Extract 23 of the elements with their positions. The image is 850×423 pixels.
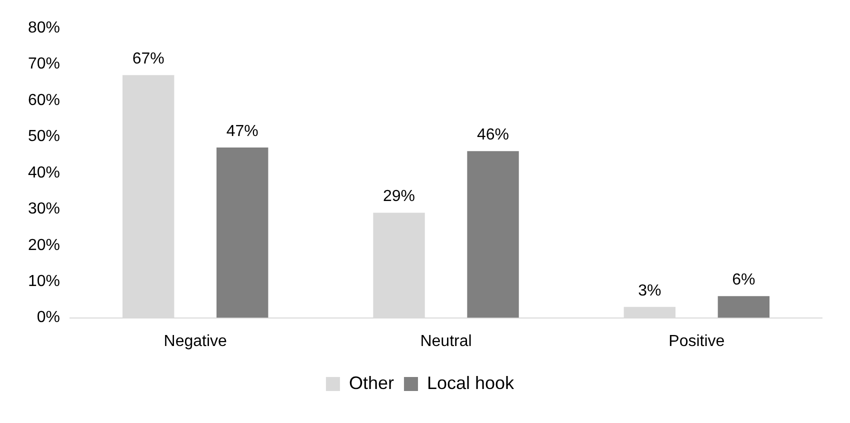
data-label: 47% (226, 122, 258, 140)
bar (467, 151, 519, 318)
data-label: 3% (638, 282, 662, 300)
data-label: 46% (476, 126, 510, 144)
bar (718, 296, 770, 318)
x-tick-label: Neutral (420, 332, 472, 350)
x-tick-label: Negative (164, 332, 228, 350)
y-tick-label: 70% (28, 56, 60, 73)
x-tick-label: Positive (668, 332, 725, 350)
y-tick-label: 60% (28, 92, 60, 109)
y-tick-label: 30% (28, 200, 60, 218)
legend-label: Local hook (426, 372, 516, 393)
data-label: 29% (383, 188, 416, 206)
legend-label: Other (348, 372, 394, 393)
data-label: 6% (732, 271, 756, 288)
y-tick-label: 10% (28, 272, 60, 290)
y-tick-label: 0% (36, 309, 60, 326)
bar (216, 148, 268, 318)
y-tick-label: 80% (28, 19, 60, 36)
y-tick-label: 50% (28, 128, 60, 146)
data-label: 67% (132, 50, 164, 68)
y-tick-label: 40% (28, 164, 60, 182)
y-tick-label: 20% (28, 236, 60, 254)
